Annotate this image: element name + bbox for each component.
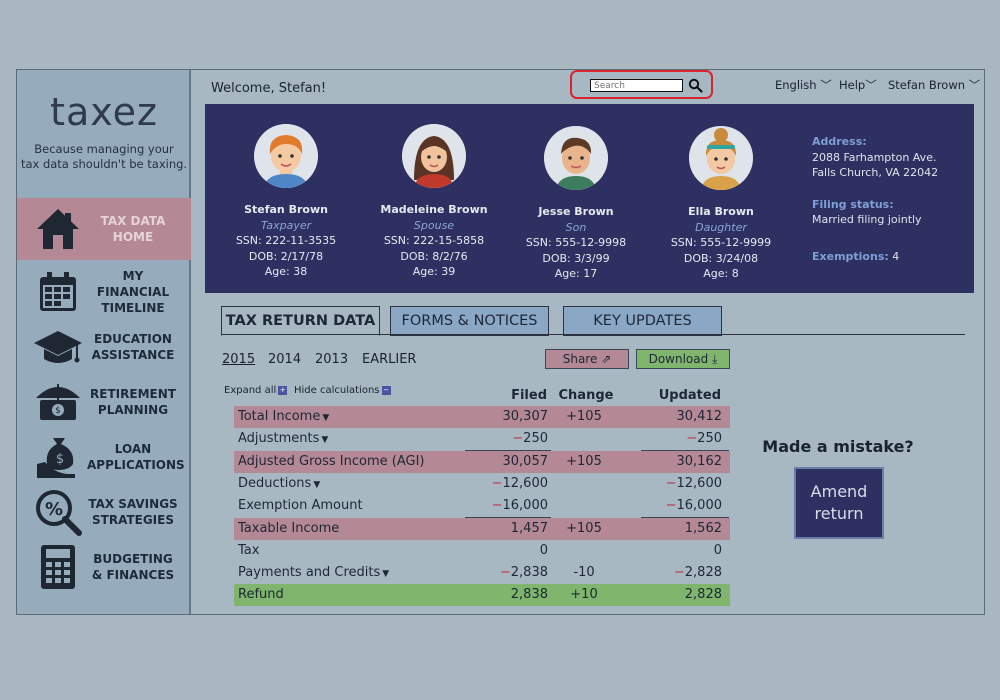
chevron-down-icon: ﹀ — [865, 78, 877, 92]
logo: taxez — [50, 90, 158, 134]
search-box — [570, 70, 713, 99]
plus-icon: + — [278, 385, 288, 395]
member-card[interactable]: Jesse Brown Son SSN: 555-12-9998 DOB: 3/… — [501, 104, 651, 282]
avatar — [254, 124, 318, 188]
amend-return-button[interactable]: Amend return — [794, 467, 884, 539]
money-bag-hand-icon: $ — [33, 432, 83, 482]
sidebar-item-loan-applications[interactable]: $ LOAN APPLICATIONS — [17, 429, 191, 484]
sidebar-item-my-financial-timeline[interactable]: MY FINANCIAL TIMELINE — [17, 264, 191, 319]
table-row[interactable]: Adjustments ▼ −250 −250 — [238, 431, 722, 446]
search-icon[interactable] — [688, 78, 703, 93]
sidebar-item-education-assistance[interactable]: EDUCATION ASSISTANCE — [17, 319, 191, 374]
tab-tax-return-data[interactable]: TAX RETURN DATA — [221, 306, 380, 336]
caret-down-icon[interactable]: ▼ — [321, 435, 329, 445]
table-row[interactable]: Payments and Credits ▼ −2,838 -10 −2,828 — [238, 565, 722, 580]
household-info: Address: 2088 Farhampton Ave. Falls Chur… — [812, 135, 939, 263]
table-row[interactable]: Exemption Amount −16,000 −16,000 — [238, 498, 722, 513]
share-icon: ⇗ — [601, 352, 612, 366]
member-card[interactable]: Ella Brown Daughter SSN: 555-12-9999 DOB… — [646, 104, 796, 282]
house-icon — [33, 204, 83, 254]
share-button[interactable]: Share ⇗ — [545, 349, 629, 369]
chevron-down-icon: ﹀ — [820, 78, 832, 92]
table-row[interactable]: Tax 0 0 — [238, 543, 722, 558]
sidebar-item-retirement-planning[interactable]: $ RETIREMENT PLANNING — [17, 374, 191, 429]
table-row[interactable]: Refund 2,838 +10 2,828 — [234, 584, 730, 606]
sidebar-item-tax-data-home[interactable]: TAX DATA HOME — [17, 198, 191, 260]
search-input[interactable] — [590, 79, 683, 92]
download-icon: ⤓ — [712, 352, 718, 366]
chevron-down-icon: ﹀ — [968, 78, 981, 92]
sidebar-item-budgeting-finances[interactable]: BUDGETING & FINANCES — [17, 539, 191, 594]
svg-text:$: $ — [56, 452, 64, 467]
sidebar: taxez Because managing your tax data sho… — [17, 70, 191, 614]
download-button[interactable]: Download ⤓ — [636, 349, 730, 369]
user-menu[interactable]: Stefan Brown ﹀ — [888, 78, 981, 92]
calculator-icon — [33, 542, 83, 592]
column-header-updated: Updated — [658, 388, 721, 403]
svg-text:%: % — [45, 499, 63, 520]
year-earlier[interactable]: EARLIER — [362, 352, 417, 367]
mistake-prompt: Made a mistake? — [762, 437, 914, 456]
language-menu[interactable]: English ﹀ — [775, 78, 832, 92]
caret-down-icon[interactable]: ▼ — [313, 480, 321, 490]
column-header-filed: Filed — [511, 388, 547, 403]
graduation-cap-icon — [33, 322, 83, 372]
help-menu[interactable]: Help﹀ — [839, 78, 877, 92]
welcome-message: Welcome, Stefan! — [211, 81, 327, 96]
year-2015[interactable]: 2015 — [222, 352, 256, 367]
avatar — [689, 126, 753, 190]
tab-forms-notices[interactable]: FORMS & NOTICES — [390, 306, 549, 336]
table-row[interactable]: Taxable Income 1,457 +105 1,562 — [234, 518, 730, 540]
percent-magnifier-icon: % — [33, 487, 83, 537]
year-2013[interactable]: 2013 — [315, 352, 349, 367]
avatar — [402, 124, 466, 188]
tagline: Because managing your tax data shouldn't… — [20, 142, 188, 171]
svg-text:$: $ — [55, 406, 61, 416]
minus-icon: − — [381, 385, 391, 395]
avatar — [544, 126, 608, 190]
table-row[interactable]: Deductions ▼ −12,600 −12,600 — [238, 476, 722, 491]
umbrella-icon: $ — [33, 377, 83, 427]
caret-down-icon[interactable]: ▼ — [322, 413, 330, 423]
table-row[interactable]: Total Income ▼ 30,307 +105 30,412 — [234, 406, 730, 428]
family-panel: Stefan Brown Taxpayer SSN: 222-11-3535 D… — [205, 104, 974, 293]
sidebar-item-tax-savings-strategies[interactable]: % TAX SAVINGS STRATEGIES — [17, 484, 191, 539]
calendar-icon — [33, 267, 83, 317]
hide-calculations-link[interactable]: Hide calculations − — [294, 385, 391, 396]
main-content: Welcome, Stefan! English ﹀ Help﹀ Stefan … — [193, 70, 984, 614]
member-card[interactable]: Madeleine Brown Spouse SSN: 222-15-5858 … — [359, 104, 509, 280]
expand-all-link[interactable]: Expand all + — [224, 385, 288, 396]
year-2014[interactable]: 2014 — [268, 352, 302, 367]
member-card[interactable]: Stefan Brown Taxpayer SSN: 222-11-3535 D… — [211, 104, 361, 280]
tab-key-updates[interactable]: KEY UPDATES — [563, 306, 722, 336]
app-window: taxez Because managing your tax data sho… — [16, 69, 985, 615]
column-header-change: Change — [558, 388, 614, 403]
caret-down-icon[interactable]: ▼ — [382, 569, 390, 579]
table-row[interactable]: Adjusted Gross Income (AGI) 30,057 +105 … — [234, 451, 730, 473]
